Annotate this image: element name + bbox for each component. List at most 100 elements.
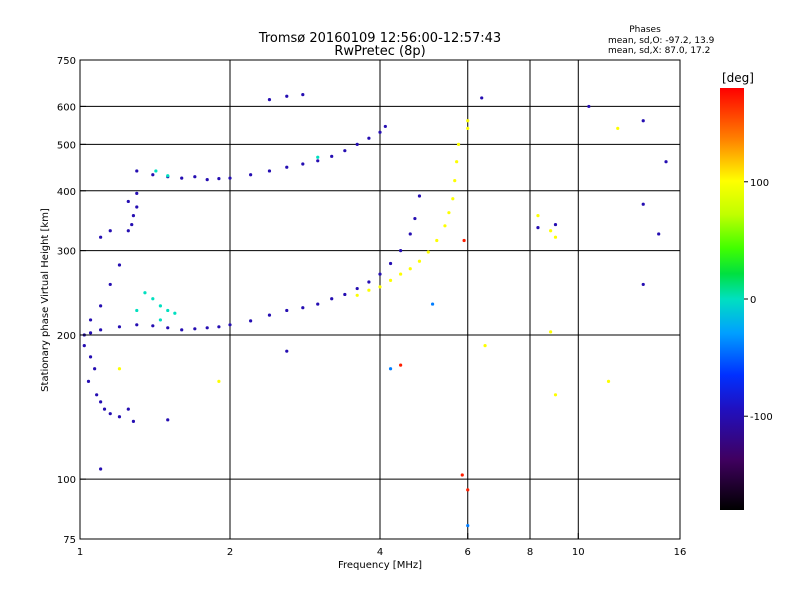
data-point <box>88 318 93 322</box>
colorbar-tick-label: 0 <box>750 295 756 306</box>
data-point <box>135 169 139 173</box>
data-point <box>378 272 382 276</box>
data-point <box>430 302 435 306</box>
data-point <box>553 235 558 239</box>
data-point <box>301 162 305 166</box>
data-point <box>99 400 103 404</box>
data-point <box>108 229 112 233</box>
data-point <box>151 324 155 328</box>
data-point <box>378 130 382 134</box>
y-tick-label: 750 <box>57 56 76 67</box>
data-point <box>126 229 130 233</box>
data-point <box>82 344 86 348</box>
data-point <box>108 412 112 416</box>
y-tick-label: 100 <box>57 475 76 486</box>
y-tick-label: 75 <box>63 535 76 546</box>
data-point <box>249 173 253 177</box>
data-point <box>267 97 272 102</box>
data-point <box>228 176 232 180</box>
data-point <box>451 197 455 201</box>
info-line-x: mean, sd,X: 87.0, 17.2 <box>608 46 710 56</box>
data-point <box>536 226 540 230</box>
data-point <box>249 319 253 323</box>
data-point <box>205 326 209 330</box>
data-point <box>117 415 122 419</box>
y-tick-label: 600 <box>57 102 76 113</box>
data-point <box>355 142 359 146</box>
colorbar-label: [deg] <box>722 71 754 85</box>
data-point <box>641 202 645 206</box>
colorbar-ticks: 100 0 -100 <box>744 178 773 423</box>
y-tick-label: 200 <box>57 331 76 342</box>
data-point <box>466 119 470 123</box>
data-point <box>117 367 122 371</box>
data-point <box>135 191 139 195</box>
data-point <box>108 282 112 287</box>
data-point <box>330 154 334 158</box>
colorbar-tick-label: -100 <box>750 412 773 423</box>
data-point <box>93 367 97 371</box>
data-point <box>151 173 155 177</box>
data-point <box>388 367 393 371</box>
data-point <box>285 165 289 169</box>
data-point <box>166 308 170 313</box>
data-point <box>367 136 371 140</box>
y-tick-label: 300 <box>57 247 76 258</box>
data-point <box>408 232 412 236</box>
data-point <box>117 263 122 267</box>
data-point <box>86 379 91 383</box>
data-point <box>228 323 232 327</box>
data-point <box>285 94 289 98</box>
x-tick-label: 10 <box>572 547 585 558</box>
data-point <box>657 232 661 236</box>
data-point <box>166 174 170 178</box>
data-point <box>456 142 461 146</box>
data-point <box>460 473 464 477</box>
data-point <box>417 194 422 198</box>
data-point <box>587 104 591 109</box>
data-point <box>466 126 470 130</box>
data-point <box>151 297 155 301</box>
data-point <box>135 308 139 313</box>
data-point <box>193 175 197 179</box>
data-point <box>217 325 221 329</box>
data-point <box>367 280 371 284</box>
data-point <box>99 328 103 332</box>
data-point <box>135 323 139 327</box>
data-point <box>549 330 553 334</box>
data-point <box>180 176 184 180</box>
data-point <box>102 407 107 411</box>
data-point <box>462 238 466 243</box>
data-point <box>126 407 130 411</box>
x-tick-label: 2 <box>227 547 233 558</box>
data-point <box>180 328 184 332</box>
y-tick-label: 400 <box>57 187 76 198</box>
data-point <box>301 306 305 310</box>
x-tick-label: 4 <box>377 547 383 558</box>
data-point <box>466 488 470 492</box>
data-point <box>117 325 122 329</box>
y-axis-label: Stationary phase Virtual Height [km] <box>40 208 51 392</box>
data-point <box>399 249 403 253</box>
data-point <box>426 250 430 254</box>
data-point <box>480 96 484 100</box>
data-point <box>553 222 558 227</box>
data-point <box>388 278 393 282</box>
data-point <box>166 326 170 330</box>
info-header: Phases <box>629 25 661 35</box>
data-point <box>355 286 359 291</box>
data-point <box>330 297 334 301</box>
data-point <box>316 302 320 306</box>
data-point <box>285 349 289 353</box>
data-point <box>193 327 197 331</box>
data-point <box>217 379 221 383</box>
data-point <box>343 149 347 153</box>
data-point <box>553 393 558 397</box>
data-point <box>158 318 163 322</box>
data-point <box>135 205 139 209</box>
data-point <box>316 159 320 163</box>
data-point <box>267 169 272 173</box>
data-point <box>536 213 540 218</box>
data-point <box>388 261 393 266</box>
data-point <box>408 267 412 271</box>
